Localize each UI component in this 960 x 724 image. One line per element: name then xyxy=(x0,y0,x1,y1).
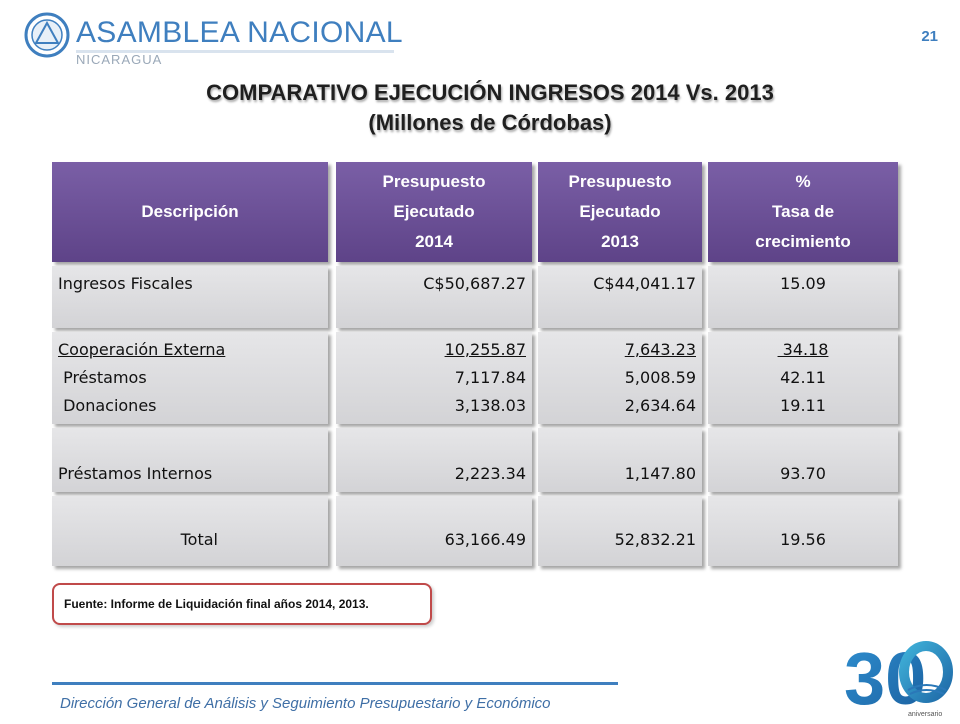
header-budget-2013: Presupuesto Ejecutado 2013 xyxy=(538,162,702,262)
assembly-logo: ASAMBLEA NACIONAL NICARAGUA xyxy=(24,10,403,72)
anniversary-logo: 30 aniversario xyxy=(838,628,954,720)
table-row-cooperacion-2013: 7,643.23 5,008.59 2,634.64 xyxy=(538,332,702,424)
source-note-text: Fuente: Informe de Liquidación final año… xyxy=(64,597,369,611)
org-country: NICARAGUA xyxy=(76,52,163,67)
table-row-internos-2013: 1,147.80 xyxy=(538,428,702,492)
revenue-comparison-table: Descripción Presupuesto Ejecutado 2014 P… xyxy=(52,162,902,568)
table-row-total-desc: Total xyxy=(52,496,328,566)
table-row-total-2014: 63,166.49 xyxy=(336,496,532,566)
slide-title: COMPARATIVO EJECUCIÓN INGRESOS 2014 Vs. … xyxy=(206,80,774,105)
national-seal-icon xyxy=(24,12,70,58)
footer-text: Dirección General de Análisis y Seguimie… xyxy=(60,695,551,712)
header-description: Descripción xyxy=(52,162,328,262)
source-note: Fuente: Informe de Liquidación final año… xyxy=(52,583,432,625)
org-name: ASAMBLEA NACIONAL xyxy=(76,16,403,49)
header-budget-2014: Presupuesto Ejecutado 2014 xyxy=(336,162,532,262)
table-row-internos-2014: 2,223.34 xyxy=(336,428,532,492)
table-row-cooperacion-desc: Cooperación Externa Préstamos Donaciones xyxy=(52,332,328,424)
table-row-fiscales-2013: C$44,041.17 xyxy=(538,266,702,328)
table-row-cooperacion-rate: 34.18 42.11 19.11 xyxy=(708,332,898,424)
anniversary-30-icon: 30 aniversario xyxy=(844,637,953,720)
logo-divider xyxy=(76,50,394,53)
table-row-total-2013: 52,832.21 xyxy=(538,496,702,566)
table-row-internos-desc: Préstamos Internos xyxy=(52,428,328,492)
table-row-total-rate: 19.56 xyxy=(708,496,898,566)
table-row-fiscales-2014: C$50,687.27 xyxy=(336,266,532,328)
table-row-internos-rate: 93.70 xyxy=(708,428,898,492)
anniversary-label: aniversario xyxy=(908,711,942,718)
table-row-fiscales-rate: 15.09 xyxy=(708,266,898,328)
table-row-cooperacion-2014: 10,255.87 7,117.84 3,138.03 xyxy=(336,332,532,424)
header-growth-rate: % Tasa de crecimiento xyxy=(708,162,898,262)
slide-subtitle: (Millones de Córdobas) xyxy=(368,110,612,135)
footer-divider xyxy=(52,682,618,685)
page-number: 21 xyxy=(921,28,938,45)
table-row-fiscales-desc: Ingresos Fiscales xyxy=(52,266,328,328)
